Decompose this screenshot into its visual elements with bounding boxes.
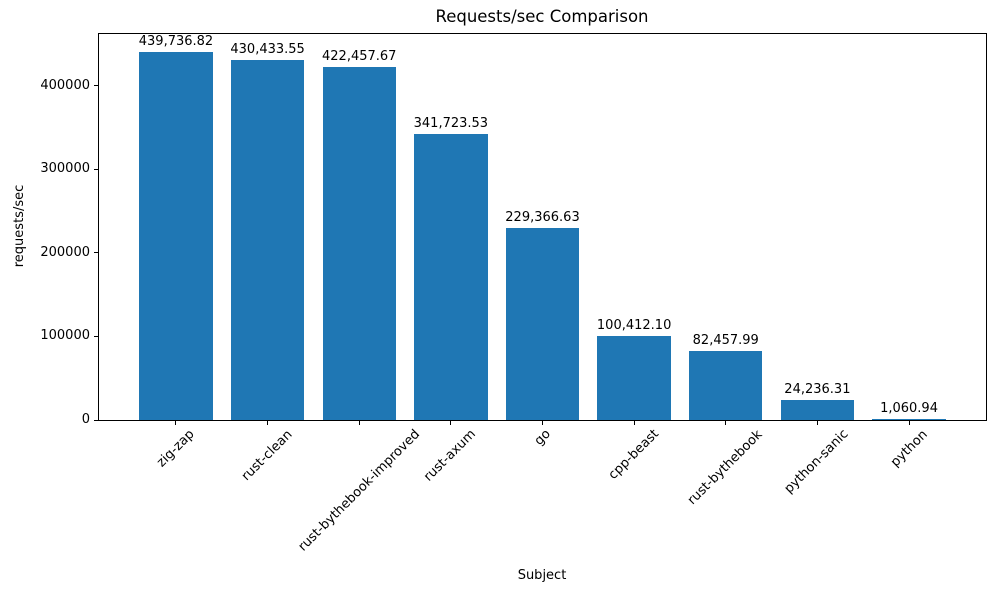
x-tick-label: zig-zap: [154, 426, 198, 471]
bar: [689, 351, 763, 420]
y-tick-label: 100000: [40, 328, 90, 344]
x-tick-label: rust-bythebook: [685, 426, 766, 508]
bar-value-label: 82,457.99: [692, 333, 759, 349]
bar: [414, 134, 488, 420]
x-tick-label: python-sanic: [782, 427, 852, 497]
x-tick-label: python: [887, 426, 931, 470]
y-tick-label: 400000: [40, 77, 90, 93]
bar-value-label: 439,736.82: [138, 34, 214, 50]
bar-value-label: 100,412.10: [596, 318, 672, 334]
x-tick-label: rust-axum: [421, 427, 480, 485]
y-tick: [94, 335, 98, 337]
bar: [597, 336, 671, 420]
bar: [780, 399, 855, 420]
x-tick: [267, 421, 269, 425]
bar-value-label: 422,457.67: [322, 48, 397, 64]
x-tick: [450, 421, 452, 425]
x-axis-label: Subject: [517, 568, 567, 583]
chart-title: Requests/sec Comparison: [435, 7, 649, 26]
x-tick: [816, 421, 818, 425]
bar: [505, 228, 580, 420]
x-tick: [725, 421, 727, 425]
bar-value-label: 1,060.94: [880, 401, 938, 416]
bar: [230, 60, 305, 420]
x-tick: [908, 421, 910, 425]
x-tick-label: cpp-beast: [605, 426, 663, 484]
y-tick-label: 0: [81, 412, 90, 427]
bar-value-label: 229,366.63: [505, 210, 580, 226]
y-tick: [94, 419, 98, 421]
x-tick: [542, 421, 543, 425]
x-tick: [175, 421, 177, 425]
x-tick-label: rust-clean: [238, 426, 296, 484]
y-tick-label: 300000: [40, 161, 90, 177]
x-tick-label: go: [531, 426, 554, 449]
y-tick: [94, 85, 98, 87]
bar: [322, 66, 396, 420]
y-tick-label: 200000: [40, 244, 90, 260]
bar-value-label: 24,236.31: [784, 381, 851, 397]
x-tick: [358, 421, 360, 425]
bar-value-label: 341,723.53: [413, 116, 489, 132]
bar-value-label: 430,433.55: [230, 42, 305, 58]
bar: [139, 52, 213, 420]
bar: [872, 419, 946, 420]
x-tick-label: rust-bythebook-improved: [295, 426, 423, 555]
y-tick: [94, 168, 98, 170]
y-axis-label: requests/sec: [12, 184, 27, 268]
x-tick: [633, 421, 635, 425]
y-tick: [94, 252, 98, 254]
